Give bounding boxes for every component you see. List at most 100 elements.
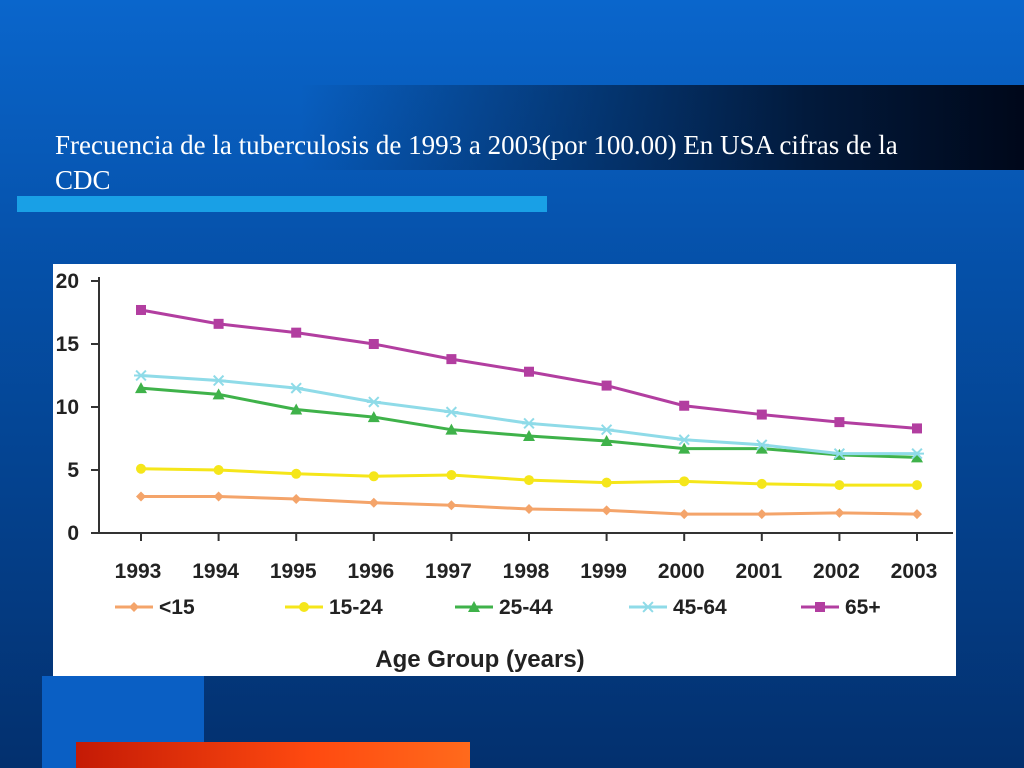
data-point [446, 354, 457, 365]
point-diamond [834, 507, 845, 518]
series-group [134, 369, 924, 460]
point-asterisk-d2 [135, 369, 147, 382]
data-point [366, 396, 381, 408]
legend-item: 65+ [801, 596, 881, 619]
data-point [213, 491, 224, 502]
point-triangle [212, 388, 225, 400]
data-point [290, 403, 303, 415]
data-point [678, 442, 691, 454]
data-point [368, 497, 379, 508]
point-diamond [601, 505, 612, 516]
slide-title: Frecuencia de la tuberculosis de 1993 a … [55, 130, 898, 195]
chart-legend: <15 15-24 25-44 45-64 65+ [115, 596, 881, 619]
legend-item: 45-64 [629, 596, 727, 619]
x-axis-label: Age Group (years) [375, 646, 584, 673]
point-square [446, 354, 457, 365]
y-tick-label: 0 [67, 522, 79, 545]
data-point [679, 509, 690, 520]
series-group [135, 382, 923, 463]
point-circle [291, 468, 302, 479]
legend-label: 25-44 [499, 596, 553, 619]
data-point [367, 411, 380, 423]
point-square [524, 366, 534, 377]
data-point [815, 602, 825, 612]
point-diamond [213, 491, 224, 502]
legend-label: 15-24 [329, 596, 383, 619]
point-triangle [445, 423, 458, 435]
data-point [755, 442, 768, 454]
legend-item: 25-44 [455, 596, 553, 619]
point-square [136, 304, 146, 315]
legend-item: 15-24 [285, 596, 383, 619]
data-point [601, 477, 612, 488]
data-point [446, 500, 457, 511]
point-triangle [135, 382, 147, 394]
data-point [368, 471, 379, 482]
point-triangle [911, 451, 923, 463]
point-triangle [290, 403, 303, 415]
x-tick-label: 1998 [503, 560, 550, 583]
data-point [135, 382, 147, 394]
point-circle [524, 475, 534, 486]
data-point [756, 478, 767, 489]
data-point [291, 327, 302, 338]
decorative-orange-bar [76, 742, 470, 768]
data-point [601, 505, 612, 516]
data-point [289, 382, 304, 394]
data-point [834, 417, 845, 428]
data-point [834, 480, 845, 491]
x-tick-label: 1995 [270, 560, 317, 583]
point-circle [756, 478, 767, 489]
point-asterisk-d2 [678, 434, 690, 446]
data-point [910, 448, 924, 460]
point-triangle [678, 442, 691, 454]
point-square [815, 602, 825, 612]
x-tick-label: 2002 [813, 560, 860, 583]
data-point [444, 406, 459, 418]
point-triangle [600, 435, 613, 447]
decorative-accent-bar [17, 196, 547, 212]
point-asterisk-d2 [212, 374, 225, 387]
y-axis-ticks: 0 5 10 15 20 [56, 270, 99, 545]
point-square [912, 423, 922, 434]
y-tick-label: 5 [67, 459, 79, 482]
point-triangle [755, 442, 768, 454]
point-square [834, 417, 845, 428]
series-group [136, 463, 922, 491]
y-tick-label: 15 [56, 333, 80, 356]
data-point [368, 339, 379, 349]
legend-label: <15 [159, 596, 195, 619]
x-tick-label: 1994 [192, 560, 239, 583]
point-square [679, 400, 690, 411]
data-point [446, 470, 457, 481]
data-point [677, 434, 692, 446]
legend-item: <15 [115, 596, 195, 619]
data-point [213, 465, 224, 475]
data-point [134, 369, 148, 382]
y-tick-label: 20 [56, 270, 79, 293]
point-circle [601, 477, 612, 488]
data-point [299, 602, 309, 612]
data-point [754, 439, 769, 451]
decorative-dark-band [300, 85, 1024, 170]
point-square [601, 380, 612, 391]
point-asterisk-d2 [445, 406, 458, 418]
data-point [212, 388, 225, 400]
chart-panel: 0 5 10 15 20 1993 1994 1995 1996 1997 1998 1999 200… [53, 264, 956, 676]
point-asterisk-d2 [642, 601, 654, 613]
point-square [213, 318, 224, 329]
data-point [523, 429, 535, 441]
data-point [522, 417, 536, 429]
point-circle [679, 476, 690, 487]
data-point [600, 435, 613, 447]
point-circle [299, 602, 309, 612]
data-point [524, 504, 534, 515]
x-tick-label: 2003 [891, 560, 938, 583]
data-point [445, 423, 458, 435]
point-asterisk-d2 [290, 382, 302, 394]
data-point [129, 602, 139, 612]
point-circle [136, 463, 146, 474]
data-point [834, 507, 845, 518]
point-circle [834, 480, 845, 491]
point-diamond [368, 497, 379, 508]
